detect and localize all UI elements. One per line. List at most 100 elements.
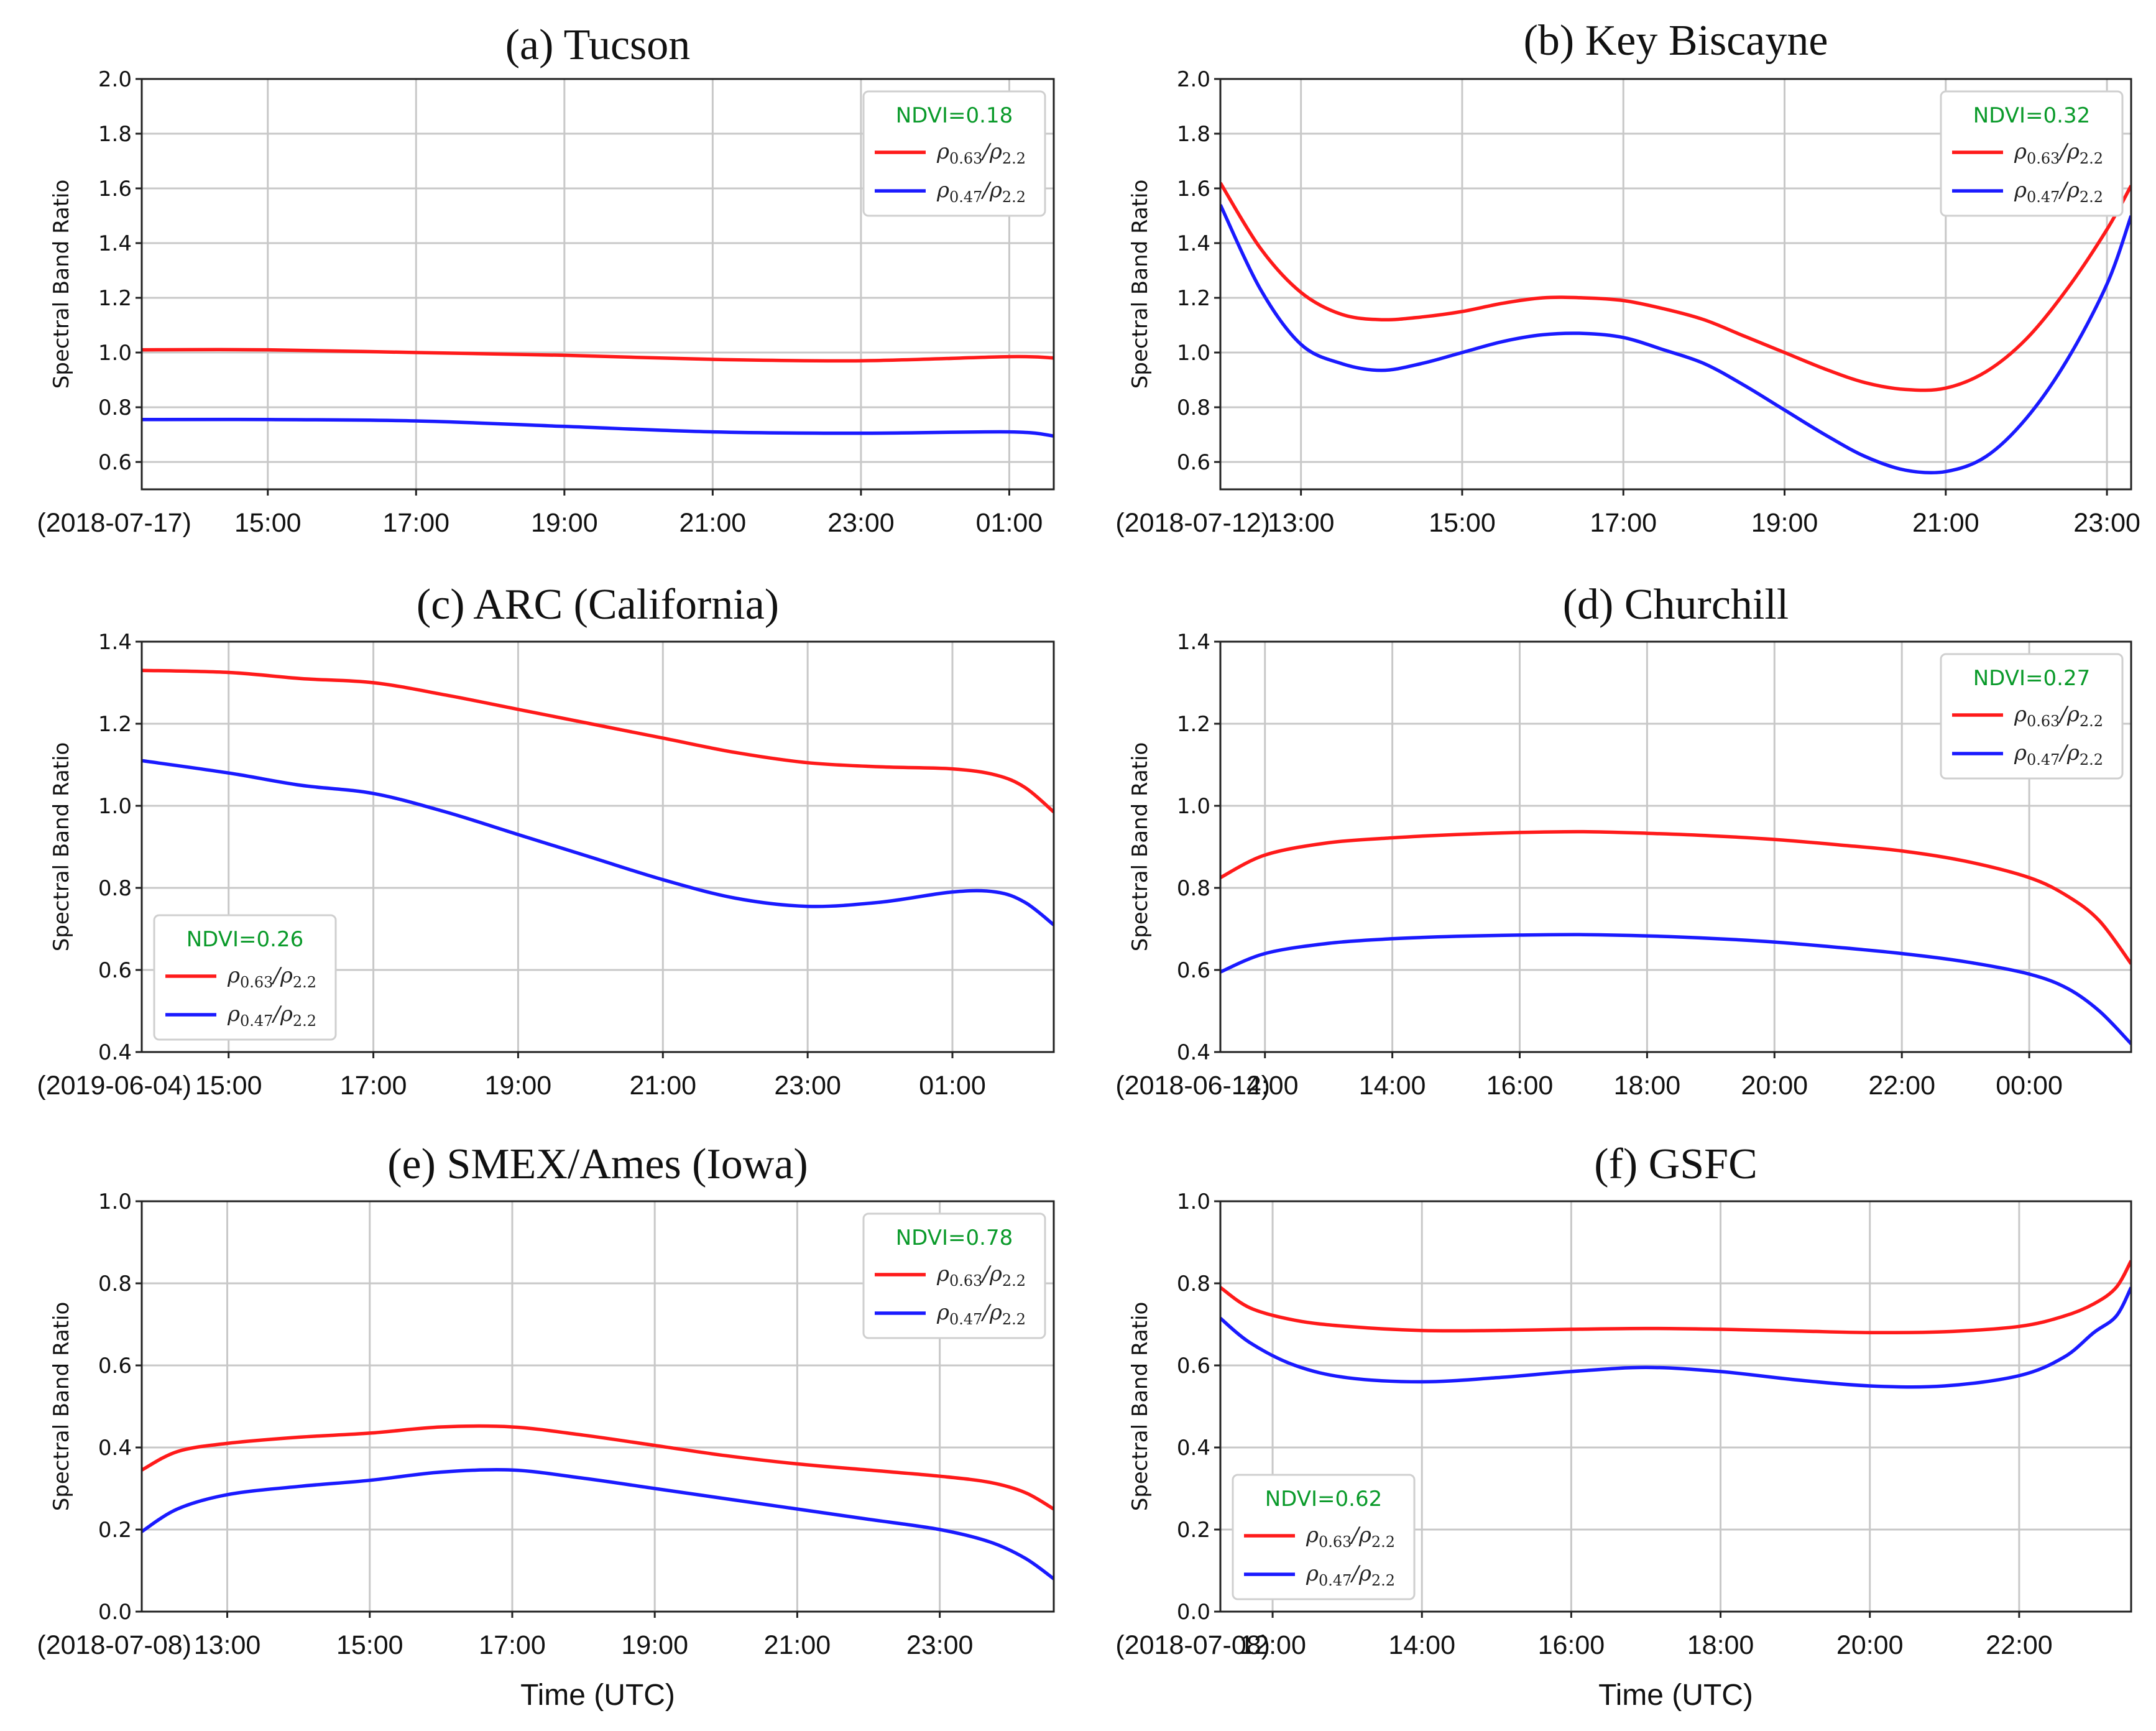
legend-entry: ρ0.47/ρ2.2 [936,1300,1026,1328]
y-axis-label: Spectral Band Ratio [49,180,74,389]
legend-entry: ρ0.63/ρ2.2 [936,1262,1026,1290]
legend: NDVI=0.78 ρ0.63/ρ2.2 ρ0.47/ρ2.2 [862,1212,1046,1339]
x-tick-label: 18:00 [1614,1071,1681,1101]
y-tick-label: 0.8 [98,1272,132,1296]
ndvi-label: NDVI=0.78 [896,1226,1013,1250]
x-tick-label: 23:00 [827,508,895,538]
y-axis-label: Spectral Band Ratio [1128,742,1153,952]
y-tick-label: 0.8 [1177,1272,1210,1296]
x-tick-label: 23:00 [2073,508,2140,538]
x-tick-label: 20:00 [1741,1071,1808,1101]
plot-frame [1219,640,2132,1053]
x-tick-label: 01:00 [919,1071,986,1101]
legend-entry: ρ0.63/ρ2.2 [1306,1523,1395,1551]
panel-c: (c) ARC (California) 0.4 0.6 0.8 1.0 1.2 1.4 15… [37,581,1055,1101]
x-tick-label: 14:00 [1359,1071,1426,1101]
legend-box [153,914,337,1041]
legend: NDVI=0.62 ρ0.63/ρ2.2 ρ0.47/ρ2.2 [1232,1474,1416,1600]
x-tick-label: 16:00 [1486,1071,1554,1101]
series-line-blue [1220,933,2131,1045]
x-tick-label: 19:00 [531,508,598,538]
panel-title: (d) Churchill [1563,581,1789,629]
panel-title: (c) ARC (California) [417,581,779,629]
y-tick-label: 0.6 [98,450,132,475]
panel-title: (f) GSFC [1594,1140,1758,1188]
y-axis-label: Spectral Band Ratio [49,742,74,952]
y-tick-label: 1.4 [98,630,132,655]
x-tick-label: 14:00 [1388,1630,1455,1660]
y-tick-label: 1.6 [98,177,132,201]
plot-frame [141,1200,1055,1613]
x-tick-label: 19:00 [1751,508,1818,538]
legend-entry: ρ0.47/ρ2.2 [2014,178,2103,206]
series-line-red [1220,182,2131,392]
x-tick-label: 18:00 [1687,1630,1754,1660]
series-line-red [1220,1260,2131,1335]
y-tick-label: 0.4 [1177,1040,1210,1065]
y-tick-label: 0.0 [98,1600,132,1625]
series-line-red [142,1424,1054,1511]
y-tick-label: 0.2 [98,1518,132,1543]
ndvi-label: NDVI=0.32 [1973,103,2091,128]
x-tick-label: 20:00 [1836,1630,1904,1660]
y-tick-label: 0.2 [1177,1518,1210,1543]
x-axis-label: Time (UTC) [520,1679,675,1712]
y-tick-label: 0.8 [1177,876,1210,901]
x-tick-label: 17:00 [340,1071,407,1101]
ndvi-label: NDVI=0.18 [896,103,1013,128]
x-tick-label: 23:00 [774,1071,841,1101]
series-line-blue [142,1468,1054,1581]
series-line-blue [1220,204,2131,475]
y-tick-label: 1.2 [98,712,132,737]
y-tick-label: 0.6 [1177,450,1210,475]
y-axis-label: Spectral Band Ratio [1128,1302,1153,1512]
y-axis-label: Spectral Band Ratio [1128,180,1153,389]
x-tick-label: 22:00 [1868,1071,1935,1101]
y-tick-label: 0.6 [98,958,132,983]
x-tick-label: 21:00 [764,1630,831,1660]
series-line-blue [142,417,1054,438]
legend-box [1940,653,2124,780]
y-tick-label: 1.0 [1177,1189,1210,1214]
legend-box [1940,90,2124,217]
panel-d: (d) Churchill 0.4 0.6 0.8 1.0 1.2 1.4 12:00 14:0… [1115,581,2132,1101]
y-tick-label: 0.8 [98,395,132,420]
x-tick-label: 19:00 [621,1630,688,1660]
x-tick-label: 23:00 [906,1630,974,1660]
y-tick-label: 1.4 [98,231,132,256]
x-tick-label: 00:00 [1996,1071,2063,1101]
panel-f: (f) GSFC 0.0 0.2 0.4 0.6 0.8 1.0 12:00 14:00 16:0… [1115,1140,2132,1712]
x-tick-label: 15:00 [336,1630,403,1660]
legend: NDVI=0.27 ρ0.63/ρ2.2 ρ0.47/ρ2.2 [1940,653,2124,780]
x-tick-label: 17:00 [382,508,449,538]
legend-box [862,90,1046,217]
y-tick-label: 1.8 [98,122,132,147]
y-tick-label: 0.4 [98,1436,132,1461]
legend-entry: ρ0.63/ρ2.2 [227,963,316,991]
y-tick-label: 1.2 [1177,286,1210,311]
legend-entry: ρ0.47/ρ2.2 [2014,741,2103,769]
ndvi-label: NDVI=0.27 [1973,666,2091,691]
legend-box [862,1212,1046,1339]
y-tick-label: 0.6 [1177,1354,1210,1378]
y-tick-label: 1.0 [98,1189,132,1214]
legend-entry: ρ0.47/ρ2.2 [936,178,1026,206]
x-tick-label: 21:00 [680,508,747,538]
date-label: (2019-06-04) [37,1071,191,1101]
x-tick-label: 13:00 [194,1630,261,1660]
series-line-red [142,348,1054,363]
y-tick-label: 1.6 [1177,177,1210,201]
plot-frame [141,78,1055,491]
plot-frame [1219,78,2132,491]
ndvi-label: NDVI=0.26 [187,927,304,952]
y-tick-label: 0.4 [98,1040,132,1065]
x-tick-label: 19:00 [485,1071,552,1101]
y-tick-label: 0.6 [1177,958,1210,983]
legend: NDVI=0.32 ρ0.63/ρ2.2 ρ0.47/ρ2.2 [1940,90,2124,217]
y-tick-label: 0.6 [98,1354,132,1378]
series-line-blue [142,759,1054,926]
y-tick-label: 1.0 [1177,794,1210,819]
date-label: (2018-07-12) [1115,508,1270,538]
series-line-red [142,668,1054,813]
